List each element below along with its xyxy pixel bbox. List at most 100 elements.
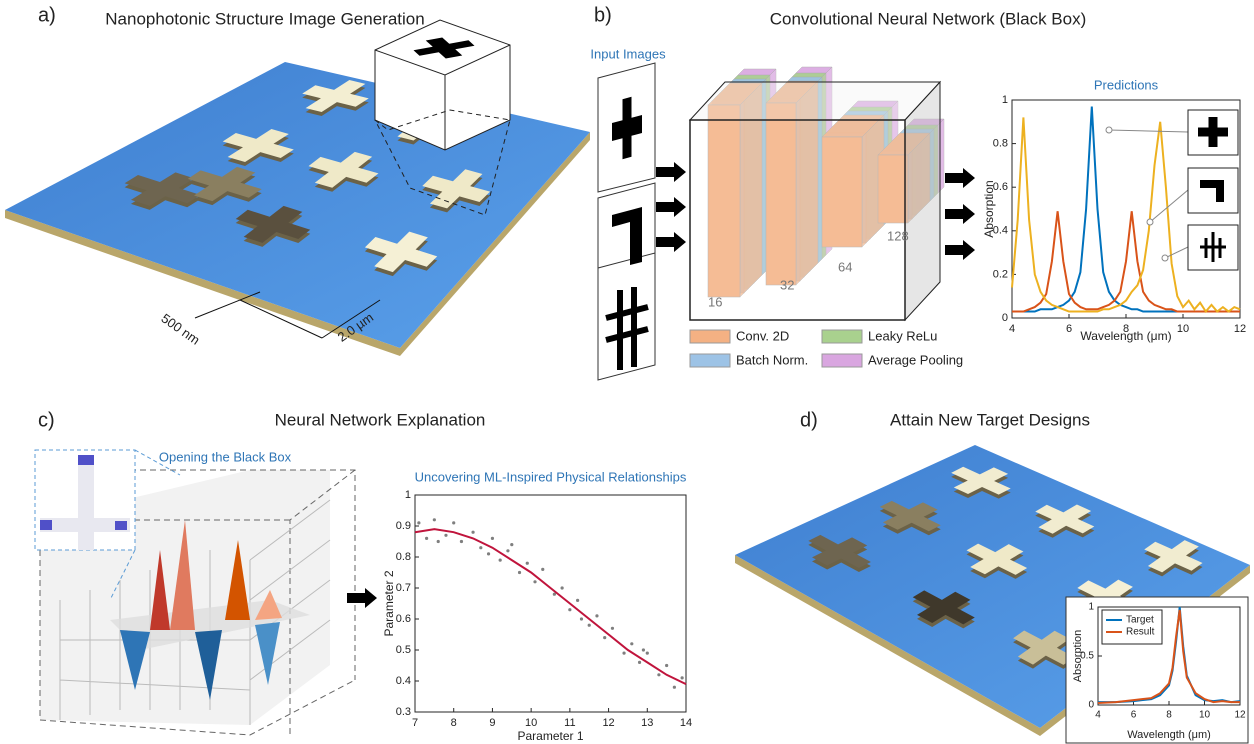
- x-tick-label: 10: [525, 717, 537, 729]
- point: [665, 664, 668, 667]
- x-tick-label: 13: [641, 717, 653, 729]
- legend-label: Result: [1126, 627, 1155, 638]
- point: [580, 617, 583, 620]
- y-tick-label: 0.7: [396, 582, 411, 594]
- point: [576, 599, 579, 602]
- point: [588, 624, 591, 627]
- legend-label: Conv. 2D: [736, 328, 789, 343]
- legend-label: Leaky ReLu: [868, 328, 937, 343]
- point: [452, 521, 455, 524]
- arrow: [347, 588, 377, 608]
- point: [603, 636, 606, 639]
- point: [518, 571, 521, 574]
- point: [642, 648, 645, 651]
- input-images: [598, 63, 655, 380]
- y-axis-label: Absorption: [982, 180, 996, 237]
- x-tick-label: 12: [1234, 710, 1246, 721]
- point: [657, 673, 660, 676]
- point: [541, 568, 544, 571]
- point: [471, 531, 474, 534]
- panel-label: c): [38, 409, 55, 431]
- x-tick-label: 4: [1095, 710, 1101, 721]
- cube-top: [690, 82, 940, 120]
- leader-dot: [1162, 255, 1168, 261]
- point: [425, 537, 428, 540]
- x-tick-label: 12: [1234, 323, 1246, 335]
- x-axis-label: Parameter 1: [517, 729, 583, 743]
- x-tick-label: 8: [451, 717, 457, 729]
- x-tick-label: 10: [1177, 323, 1189, 335]
- y-tick-label: 0.5: [396, 644, 411, 656]
- y-tick-label: 0.9: [396, 520, 411, 532]
- point: [526, 562, 529, 565]
- prediction-icon: [1188, 168, 1238, 213]
- y-tick-label: 0.3: [396, 706, 411, 718]
- y-tick-label: 1: [405, 489, 411, 501]
- arrow: [945, 204, 975, 224]
- x-axis-label: Wavelength (μm): [1127, 729, 1211, 741]
- arrow: [945, 168, 975, 188]
- point: [510, 543, 513, 546]
- point: [506, 549, 509, 552]
- point: [444, 534, 447, 537]
- point: [417, 521, 420, 524]
- panel-title: Neural Network Explanation: [275, 410, 486, 429]
- page: {"panels": [ {"label": "a)", "title": "N…: [0, 0, 1254, 744]
- x-tick-label: 10: [1199, 710, 1211, 721]
- legend-swatch: [822, 354, 862, 367]
- y-tick-label: 0.8: [993, 138, 1008, 150]
- point: [433, 518, 436, 521]
- legend-swatch: [822, 330, 862, 343]
- point: [622, 652, 625, 655]
- input-title: Input Images: [590, 46, 666, 61]
- x-tick-label: 12: [602, 717, 614, 729]
- x-tick-label: 4: [1009, 323, 1015, 335]
- point: [460, 540, 463, 543]
- legend-swatch: [690, 354, 730, 367]
- y-tick-label: 0: [1002, 312, 1008, 324]
- x-tick-label: 6: [1066, 323, 1072, 335]
- cube-front: [690, 120, 905, 320]
- legend-swatch: [690, 330, 730, 343]
- point: [499, 559, 502, 562]
- arrow: [656, 162, 686, 182]
- leader-dot: [1106, 127, 1112, 133]
- y-tick-label: 0.2: [993, 268, 1008, 280]
- y-tick-label: 1: [1002, 94, 1008, 106]
- chart-title: Uncovering ML-Inspired Physical Relation…: [415, 469, 687, 484]
- point: [611, 627, 614, 630]
- point: [638, 661, 641, 664]
- surface-plot: [35, 450, 355, 735]
- y-tick-label: 0.8: [396, 551, 411, 563]
- point: [630, 642, 633, 645]
- point: [568, 608, 571, 611]
- legend-label: Average Pooling: [868, 352, 963, 367]
- panel-title: Nanophotonic Structure Image Generation: [105, 9, 424, 28]
- panel-label: a): [38, 4, 56, 26]
- point: [479, 546, 482, 549]
- arrow: [656, 232, 686, 252]
- y-tick-label: 0: [1088, 700, 1094, 711]
- y-axis-label: Parameter 2: [382, 570, 396, 636]
- point: [491, 537, 494, 540]
- cube-side: [905, 82, 940, 320]
- leader-dot: [1147, 219, 1153, 225]
- layer-size: 64: [838, 259, 852, 274]
- panel-label: b): [594, 4, 612, 26]
- y-tick-label: 0.6: [396, 613, 411, 625]
- legend-label: Target: [1126, 615, 1154, 626]
- x-tick-label: 6: [1131, 710, 1137, 721]
- point: [487, 552, 490, 555]
- point: [437, 540, 440, 543]
- figure: a) Nanophotonic Structure Image Generati…: [0, 0, 1254, 744]
- panel-label: d): [800, 409, 818, 431]
- arrow: [656, 197, 686, 217]
- point: [673, 686, 676, 689]
- point: [561, 586, 564, 589]
- point: [681, 676, 684, 679]
- panel-title: Attain New Target Designs: [890, 410, 1090, 429]
- cnn-box: [690, 82, 940, 320]
- legend-label: Batch Norm.: [736, 352, 808, 367]
- x-tick-label: 7: [412, 717, 418, 729]
- point: [595, 614, 598, 617]
